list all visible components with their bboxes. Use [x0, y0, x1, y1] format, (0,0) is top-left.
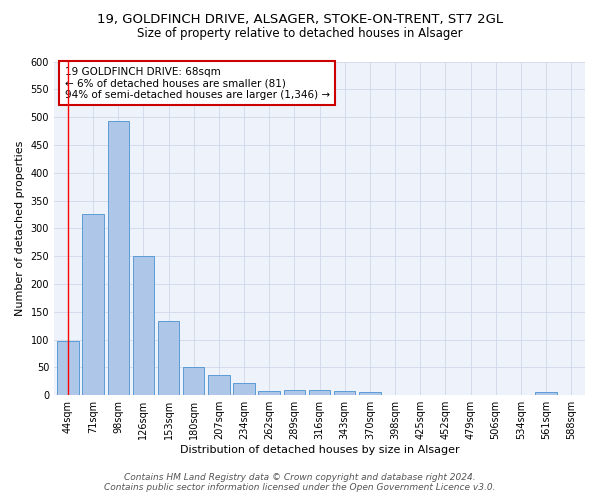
Text: Contains HM Land Registry data © Crown copyright and database right 2024.
Contai: Contains HM Land Registry data © Crown c…	[104, 473, 496, 492]
Bar	[334, 391, 355, 395]
Bar	[82, 214, 104, 395]
Y-axis label: Number of detached properties: Number of detached properties	[15, 140, 25, 316]
Bar	[309, 390, 330, 395]
Bar	[57, 342, 79, 395]
Bar	[359, 392, 380, 395]
Bar	[535, 392, 557, 395]
Bar	[158, 321, 179, 395]
Bar	[133, 256, 154, 395]
Text: 19, GOLDFINCH DRIVE, ALSAGER, STOKE-ON-TRENT, ST7 2GL: 19, GOLDFINCH DRIVE, ALSAGER, STOKE-ON-T…	[97, 12, 503, 26]
Bar	[259, 391, 280, 395]
Bar	[183, 367, 205, 395]
Text: Size of property relative to detached houses in Alsager: Size of property relative to detached ho…	[137, 28, 463, 40]
Bar	[107, 121, 129, 395]
X-axis label: Distribution of detached houses by size in Alsager: Distribution of detached houses by size …	[180, 445, 460, 455]
Bar	[233, 383, 255, 395]
Text: 19 GOLDFINCH DRIVE: 68sqm
← 6% of detached houses are smaller (81)
94% of semi-d: 19 GOLDFINCH DRIVE: 68sqm ← 6% of detach…	[65, 66, 330, 100]
Bar	[284, 390, 305, 395]
Bar	[208, 375, 230, 395]
